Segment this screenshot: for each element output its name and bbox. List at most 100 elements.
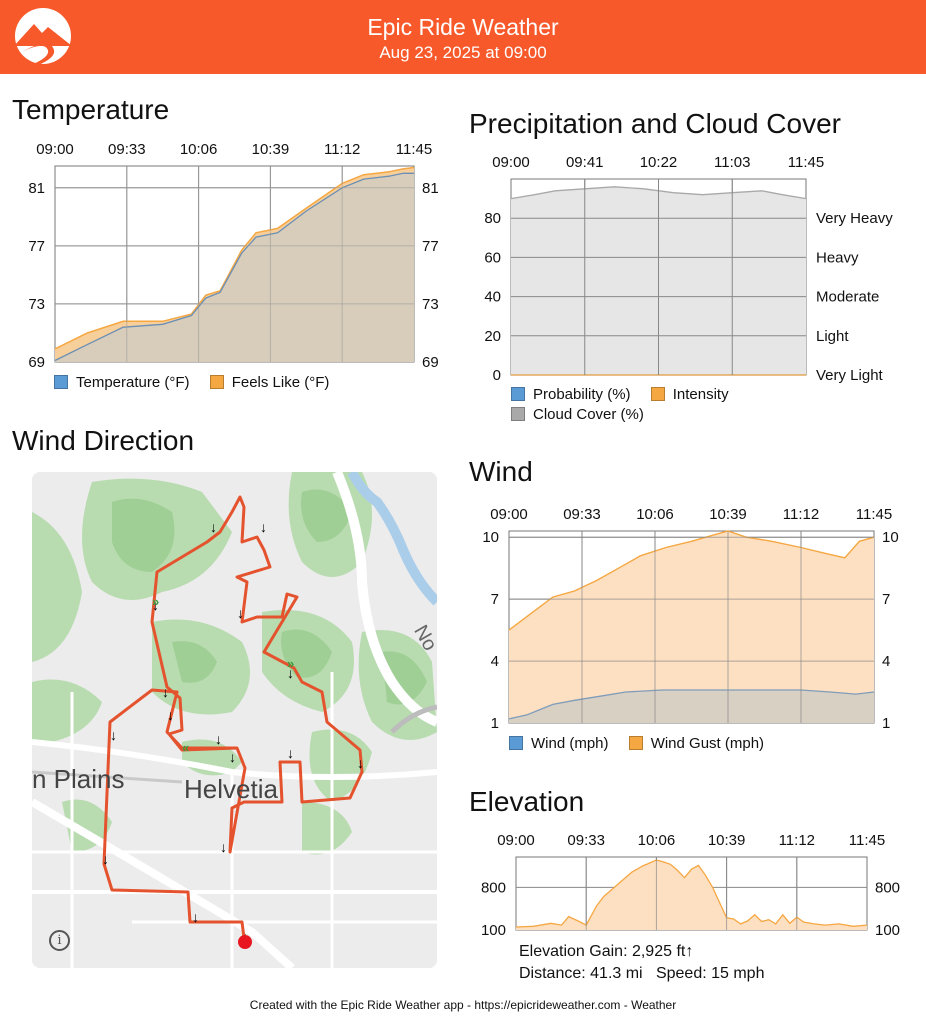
- precipitation-intensity-label: Very Heavy: [816, 210, 893, 227]
- elevation-x-tick-label: 09:33: [567, 832, 605, 849]
- info-icon[interactable]: i: [49, 930, 70, 951]
- temperature-title: Temperature: [12, 94, 170, 125]
- temperature-y-tick-label-right: 69: [422, 354, 439, 371]
- map-label-helvetia: Helvetia: [184, 774, 278, 804]
- wind-y-tick-label-left: 4: [491, 653, 499, 670]
- map-canvas: ↓ ↓ ↓ ↓ ↓ ↓ ↓ ↓ ↓ ↓ ↓ ↓ ↓ ↓ ↓ ↓ » « » n …: [32, 472, 437, 968]
- wind-legend: Wind (mph) Wind Gust (mph): [509, 735, 780, 752]
- svg-text:↓: ↓: [357, 755, 364, 771]
- precipitation-y-tick-label-left: 60: [484, 249, 501, 266]
- elevation-x-tick-label: 10:06: [638, 832, 676, 849]
- elevation-x-tick-label: 10:39: [708, 832, 746, 849]
- ride-distance: Distance: 41.3 mi: [519, 965, 643, 982]
- temperature-chart: 09:00 09:33 10:06 10:39 11:12 11:45 69 69 73 73 77…: [28, 141, 439, 371]
- footer-credit-text: Created with the Epic Ride Weather app -…: [249, 998, 677, 1012]
- precipitation-x-tick-label: 09:41: [566, 154, 604, 171]
- temperature-x-tick-label: 10:06: [180, 141, 218, 158]
- elevation-x-tick-label: 11:45: [849, 832, 885, 849]
- ride-speed: Speed: 15 mph: [655, 965, 765, 982]
- elevation-y-tick-label-left: 800: [481, 879, 506, 896]
- map-label-plains: n Plains: [32, 764, 125, 794]
- legend-label-temperature: Temperature (°F): [76, 374, 190, 391]
- wind-x-tick-label: 10:39: [709, 506, 747, 523]
- svg-text:↓: ↓: [237, 605, 244, 621]
- svg-text:↓: ↓: [229, 749, 236, 765]
- temperature-line-temperature: [54, 172, 414, 362]
- legend-label-wind: Wind (mph): [531, 735, 609, 752]
- temperature-y-tick-label-right: 77: [422, 238, 439, 255]
- precipitation-x-tick-label: 11:03: [714, 154, 750, 171]
- wind-y-tick-label-right: 7: [882, 591, 890, 608]
- legend-wind-gust: Wind Gust (mph): [628, 735, 765, 752]
- ride-distance-speed: Distance: 41.3 mi Speed: 15 mph: [519, 965, 764, 983]
- wind-x-tick-label: 09:00: [490, 506, 528, 523]
- footer-credit: Created with the Epic Ride Weather app -…: [0, 998, 926, 1012]
- temperature-x-tick-label: 11:45: [396, 141, 432, 158]
- wind-x-tick-label: 11:12: [783, 506, 819, 523]
- temperature-x-tick-label: 09:00: [36, 141, 74, 158]
- temperature-y-tick-label-right: 81: [422, 180, 439, 197]
- roads: [32, 472, 437, 968]
- precipitation-legend: Probability (%) Intensity Cloud Cover (%…: [511, 386, 811, 423]
- legend-swatch-intensity: [650, 387, 665, 401]
- precipitation-y-tick-label-left: 20: [484, 328, 501, 345]
- precipitation-x-tick-label: 09:00: [492, 154, 530, 171]
- wind-y-tick-label-right: 10: [882, 529, 899, 546]
- precipitation-intensity-label: Light: [816, 328, 849, 345]
- svg-text:↓: ↓: [220, 839, 227, 855]
- temperature-x-tick-label: 10:39: [252, 141, 290, 158]
- elevation-chart: 09:00 09:33 10:06 10:39 11:12 11:45 100 100 800 8…: [481, 832, 900, 939]
- elevation-x-tick-label: 09:00: [497, 832, 535, 849]
- precipitation-title: Precipitation and Cloud Cover: [469, 108, 841, 139]
- legend-probability: Probability (%): [511, 386, 631, 403]
- temperature-area-temperature: [55, 173, 414, 362]
- wind-x-tick-label: 10:06: [636, 506, 674, 523]
- precipitation-x-tick-label: 10:22: [640, 154, 678, 171]
- precipitation-y-tick-label-left: 80: [484, 210, 501, 227]
- temperature-y-tick-label-left: 69: [28, 354, 45, 371]
- legend-label-wind-gust: Wind Gust (mph): [650, 735, 765, 752]
- legend-cloud-cover: Cloud Cover (%): [511, 406, 644, 423]
- elevation-y-tick-label-right: 800: [875, 879, 900, 896]
- wind-y-tick-label-left: 1: [491, 715, 499, 732]
- legend-swatch-feels-like: [209, 375, 224, 389]
- elevation-y-tick-label-left: 100: [481, 922, 506, 939]
- temperature-line-feels-like: [54, 166, 415, 350]
- svg-text:↓: ↓: [210, 519, 217, 535]
- wind-direction-title: Wind Direction: [12, 425, 195, 456]
- temperature-y-tick-label-left: 81: [28, 180, 45, 197]
- legend-label-probability: Probability (%): [533, 386, 631, 403]
- wind-x-tick-label: 11:45: [856, 506, 892, 523]
- wind-chart: 09:00 09:33 10:06 10:39 11:12 11:45 1 1 4 4 7 7 10 10: [482, 506, 899, 732]
- legend-label-feels-like: Feels Like (°F): [231, 374, 330, 391]
- tailwind-arrows: » « »: [152, 594, 294, 755]
- elevation-area-elevation: [516, 860, 867, 930]
- legend-feels-like: Feels Like (°F): [209, 374, 330, 391]
- precipitation-y-tick-label-left: 0: [493, 367, 501, 384]
- temperature-legend: Temperature (°F) Feels Like (°F): [54, 374, 345, 391]
- wind-y-tick-label-left: 7: [491, 591, 499, 608]
- svg-text:↓: ↓: [192, 909, 199, 925]
- legend-wind: Wind (mph): [509, 735, 609, 752]
- legend-swatch-wind: [509, 736, 523, 750]
- wind-direction-map[interactable]: ↓ ↓ ↓ ↓ ↓ ↓ ↓ ↓ ↓ ↓ ↓ ↓ ↓ ↓ ↓ ↓ » « » n …: [32, 472, 437, 968]
- route-line: [102, 495, 364, 939]
- precipitation-intensity-label: Moderate: [816, 289, 879, 306]
- svg-text:↓: ↓: [162, 684, 169, 700]
- dense-forest-areas: [112, 489, 427, 705]
- precipitation-x-tick-label: 11:45: [788, 154, 824, 171]
- legend-swatch-probability: [511, 387, 525, 401]
- precipitation-intensity-label: Very Light: [816, 367, 884, 384]
- legend-label-cloud-cover: Cloud Cover (%): [533, 406, 644, 423]
- elevation-x-tick-label: 11:12: [779, 832, 815, 849]
- app-header: Epic Ride Weather Aug 23, 2025 at 09:00: [0, 0, 926, 74]
- svg-text:↓: ↓: [215, 731, 222, 747]
- elevation-gain: Elevation Gain: 2,925 ft↑: [519, 943, 694, 960]
- svg-text:↓: ↓: [110, 727, 117, 743]
- precipitation-intensity-label: Heavy: [816, 249, 859, 266]
- legend-swatch-cloud-cover: [511, 407, 525, 421]
- legend-temperature: Temperature (°F): [54, 374, 190, 391]
- temperature-x-tick-label: 11:12: [324, 141, 360, 158]
- legend-intensity: Intensity: [650, 386, 729, 403]
- wind-line-wind: [508, 689, 875, 720]
